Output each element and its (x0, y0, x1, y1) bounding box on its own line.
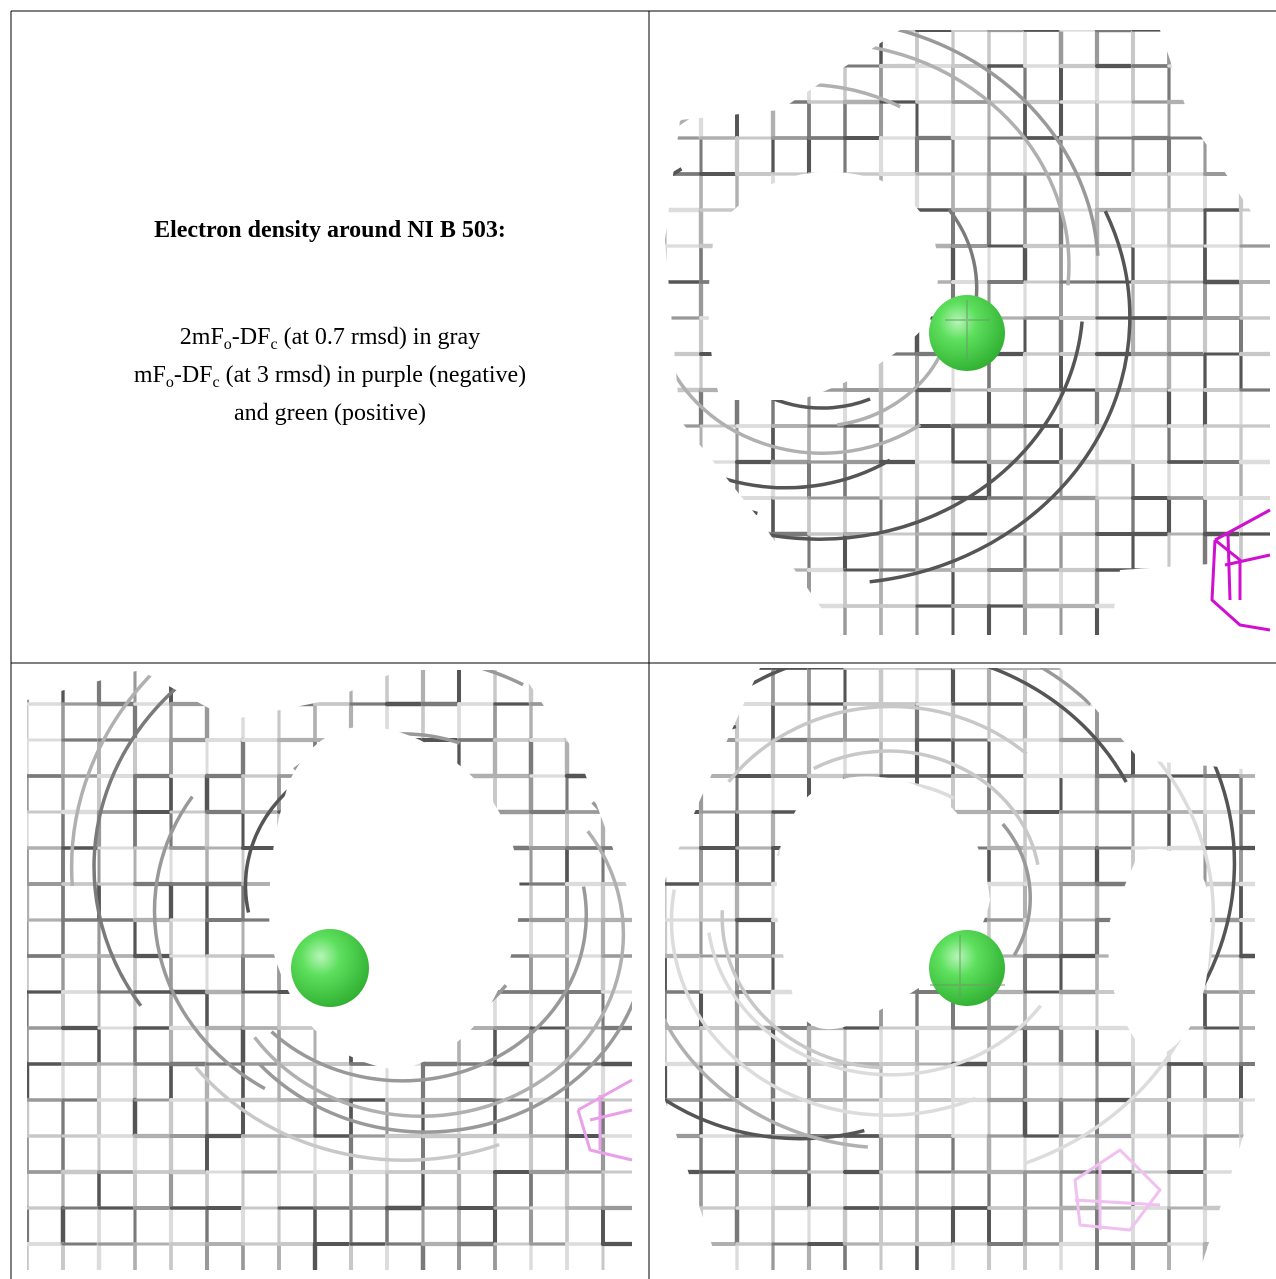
caption-text: 2mF (179, 324, 224, 350)
mesh-line (230, 670, 524, 720)
mesh-line (869, 210, 1132, 584)
mesh-line (253, 830, 626, 1118)
mesh-line (482, 89, 561, 407)
mesh-over-atom (930, 935, 1005, 1000)
mesh-line (665, 167, 891, 490)
mesh-line (152, 795, 266, 1091)
nickel-atom (929, 930, 1005, 1006)
caption-line: and green (positive) (12, 400, 648, 427)
mesh-line (257, 801, 632, 1134)
density-mesh (27, 670, 632, 1270)
caption-text: (at 0.7 rmsd) in gray (277, 324, 481, 350)
mesh-over-atom (945, 300, 990, 360)
subscript: c (270, 336, 278, 353)
mesh-line (484, 670, 632, 852)
nickel-atom (291, 929, 369, 1007)
caption-title: Electron density around NI B 503: (154, 217, 506, 243)
mesh-line (1001, 822, 1032, 957)
mesh-line (812, 749, 1040, 866)
mesh-line (665, 342, 922, 455)
mesh-line (270, 886, 589, 1083)
mesh-line (665, 900, 868, 1149)
mesh-line (390, 961, 504, 1022)
subscript: c (212, 374, 220, 391)
caption-text: (at 3 rmsd) in purple (negative) (219, 362, 527, 388)
mesh-line (92, 670, 459, 1007)
mesh-line (665, 82, 901, 356)
mesh-line (665, 321, 1084, 541)
mesh-line (720, 910, 882, 1070)
caption-text: -DF (173, 362, 213, 388)
mesh-line (194, 1066, 500, 1162)
subscript: o (165, 374, 174, 391)
density-mesh (665, 668, 1255, 1270)
subscript: o (223, 336, 232, 353)
caption-line: mFo-DFc (at 3 rmsd) in purple (negative) (12, 362, 648, 391)
mesh-line (727, 704, 1028, 783)
mesh-line (665, 724, 865, 1141)
mesh-line (707, 932, 1043, 1077)
caption-text: mF (133, 362, 166, 388)
negative-density (576, 508, 1271, 1232)
mesh-line (665, 668, 1008, 808)
mesh-line (726, 365, 871, 410)
caption-text: -DF (231, 324, 271, 350)
mesh-line (669, 889, 976, 1117)
mesh-line (776, 781, 955, 857)
panel-frame (10, 10, 1276, 1279)
caption-line: 2mFo-DFc (at 0.7 rmsd) in gray (12, 324, 648, 353)
mesh-line (69, 670, 403, 887)
caption-text: and green (positive) (234, 400, 426, 426)
mesh-line (845, 668, 1237, 1031)
mesh-line (749, 668, 1092, 706)
